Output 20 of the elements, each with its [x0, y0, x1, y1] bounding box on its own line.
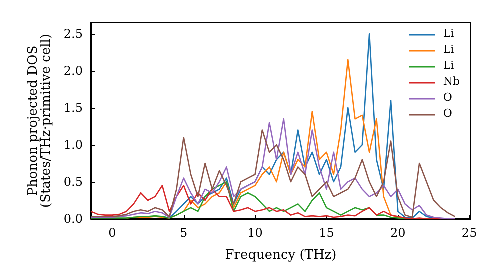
x-tick-label: 25	[462, 226, 478, 240]
x-tick-label: 5	[180, 226, 188, 240]
y-axis-title: Phonon projected DOS (States/THz·primitive cell)	[26, 34, 54, 208]
y-tick-label: 2.5	[64, 27, 83, 42]
y-tick-label: 1.0	[64, 138, 83, 152]
y-tick-label: 0.0	[64, 212, 83, 226]
x-tick-label: 20	[390, 226, 406, 240]
legend-label: Li	[443, 27, 455, 40]
x-axis-title: Frequency (THz)	[225, 248, 337, 263]
x-tick-label: 0	[108, 226, 116, 240]
legend-label: Li	[443, 43, 455, 56]
legend-label: Li	[443, 59, 455, 72]
y-tick-label: 2.0	[64, 64, 83, 78]
x-tick-label: 10	[248, 226, 263, 240]
legend-label: O	[443, 107, 452, 120]
y-tick-label: 1.5	[64, 101, 83, 116]
x-tick-label: 15	[319, 226, 334, 240]
y-tick-label: 0.5	[64, 175, 83, 190]
legend-label: O	[443, 91, 452, 104]
legend-label: Nb	[443, 75, 460, 88]
